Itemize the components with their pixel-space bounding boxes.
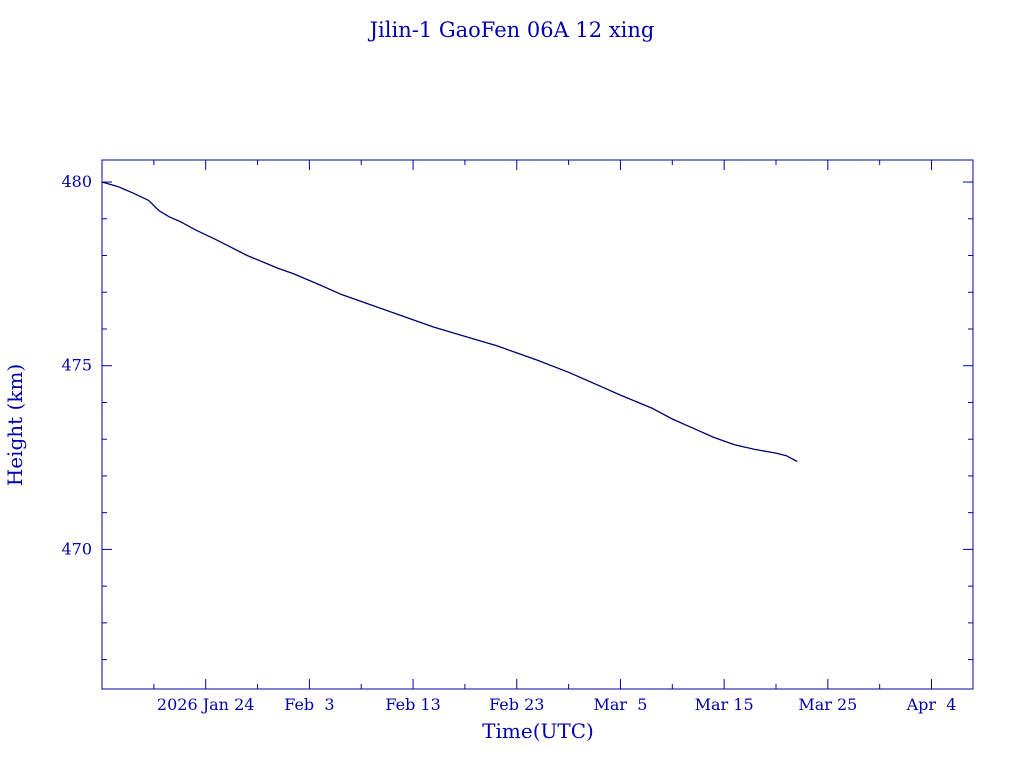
x-tick-label: Mar 15: [695, 695, 754, 714]
x-axis-ticks: [153, 160, 933, 689]
y-axis-title: Height (km): [3, 364, 27, 486]
x-tick-label: Feb 3: [284, 695, 334, 714]
x-tick-label: Apr 4: [906, 695, 957, 714]
series-layer: [101, 181, 798, 462]
x-tick-label: Mar 25: [798, 695, 857, 714]
x-tick-label: Mar 5: [593, 695, 647, 714]
x-tick-label: Feb 23: [489, 695, 544, 714]
x-tick-label: Feb 13: [385, 695, 440, 714]
chart-title: Jilin-1 GaoFen 06A 12 xing: [368, 18, 655, 42]
height-series-line: [101, 181, 798, 462]
plot-frame: [101, 159, 974, 690]
x-axis-title: Time(UTC): [482, 719, 594, 743]
x-tick-label: 2026 Jan 24: [157, 695, 255, 714]
y-axis-ticks: [102, 181, 973, 661]
y-tick-label: 475: [61, 356, 92, 375]
y-tick-label: 470: [61, 539, 92, 558]
y-tick-label: 480: [61, 172, 92, 191]
y-axis-tick-labels: 470 475 480: [61, 172, 92, 558]
x-axis-tick-labels: 2026 Jan 24 Feb 3 Feb 13 Feb 23 Mar 5 Mar 15 M…: [157, 695, 956, 714]
